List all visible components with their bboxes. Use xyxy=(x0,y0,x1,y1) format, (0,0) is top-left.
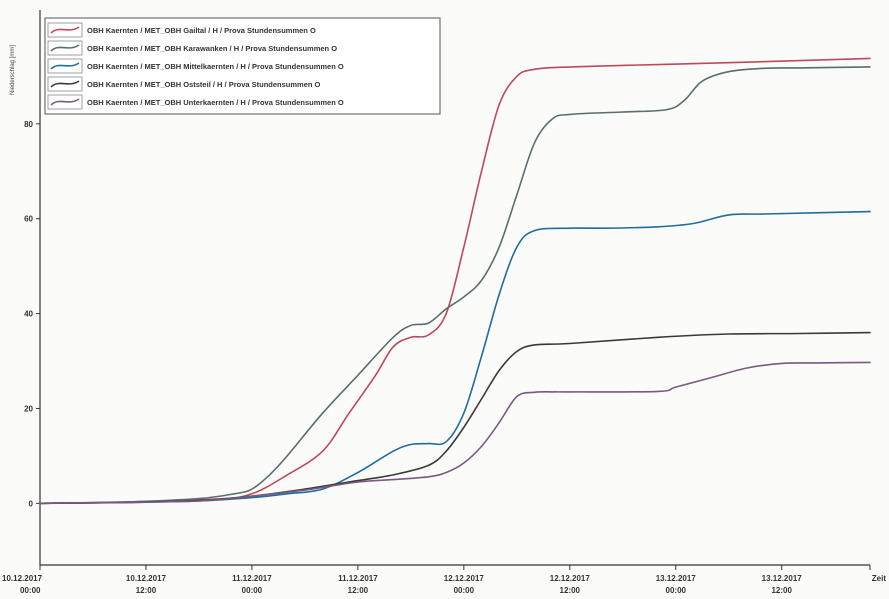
legend-swatch-3 xyxy=(50,62,80,70)
series-line-2 xyxy=(39,66,871,505)
x-tick-label: 12.12.2017 xyxy=(550,574,591,583)
x-tick-sublabel: 12:00 xyxy=(136,586,157,595)
x-tick-label: 12.12.2017 xyxy=(444,574,485,583)
x-tick-label: Zeit xyxy=(872,574,887,583)
x-tick-sublabel: 00:00 xyxy=(454,586,475,595)
y-axis: 0 20 40 60 80 xyxy=(24,120,40,508)
legend-swatch-2 xyxy=(50,44,80,52)
legend-entry-5: OBH Kaernten / MET_OBH Unterkaernten / H… xyxy=(87,98,344,107)
legend-swatch-1 xyxy=(50,26,80,34)
x-tick-label: 10.12.2017 xyxy=(126,574,167,583)
x-tick-sublabel: 00:00 xyxy=(242,586,263,595)
legend: OBH Kaernten / MET_OBH Gailtal / H / Pro… xyxy=(44,17,441,115)
y-tick-label: 20 xyxy=(24,404,33,413)
y-tick-label: 60 xyxy=(24,215,33,224)
x-tick-sublabel: 12:00 xyxy=(348,586,369,595)
legend-swatch-box xyxy=(47,76,83,92)
x-tick-label: 11.12.2017 xyxy=(338,574,378,583)
y-tick-label: 0 xyxy=(29,499,34,508)
y-axis-label: Niederschlag [mm] xyxy=(10,45,16,95)
x-tick-sublabel: 12:00 xyxy=(560,586,581,595)
y-tick-label: 40 xyxy=(24,310,33,319)
legend-box xyxy=(44,17,441,115)
series-line-4 xyxy=(39,331,871,505)
x-axis: 10.12.2017 00:00 10.12.2017 12:00 11.12.2017… xyxy=(2,565,886,595)
legend-entry-2: OBH Kaernten / MET_OBH Karawanken / H / … xyxy=(87,44,337,53)
y-tick-label: 80 xyxy=(24,120,33,129)
legend-swatch-4 xyxy=(50,80,80,88)
x-tick-label: 10.12.2017 xyxy=(2,574,43,583)
legend-entry-1: OBH Kaernten / MET_OBH Gailtal / H / Pro… xyxy=(87,26,316,35)
series-line-1 xyxy=(39,57,871,505)
series-line-5 xyxy=(39,361,871,505)
legend-swatch-box xyxy=(47,40,83,56)
legend-swatch-box xyxy=(47,22,83,38)
axes xyxy=(39,10,870,566)
legend-swatch-box xyxy=(47,94,83,110)
legend-entry-4: OBH Kaernten / MET_OBH Oststeil / H / Pr… xyxy=(87,80,321,89)
x-tick-sublabel: 00:00 xyxy=(20,586,41,595)
x-tick-label: 13.12.2017 xyxy=(762,574,803,583)
x-tick-sublabel: 00:00 xyxy=(666,586,687,595)
series-line-3 xyxy=(39,210,871,505)
legend-swatch-5 xyxy=(50,98,80,106)
series-lines xyxy=(39,57,871,505)
x-tick-label: 13.12.2017 xyxy=(656,574,697,583)
x-tick-label: 11.12.2017 xyxy=(232,574,272,583)
legend-swatch-box xyxy=(47,58,83,74)
x-tick-sublabel: 12:00 xyxy=(771,586,792,595)
legend-entry-3: OBH Kaernten / MET_OBH Mittelkaernten / … xyxy=(87,62,344,71)
